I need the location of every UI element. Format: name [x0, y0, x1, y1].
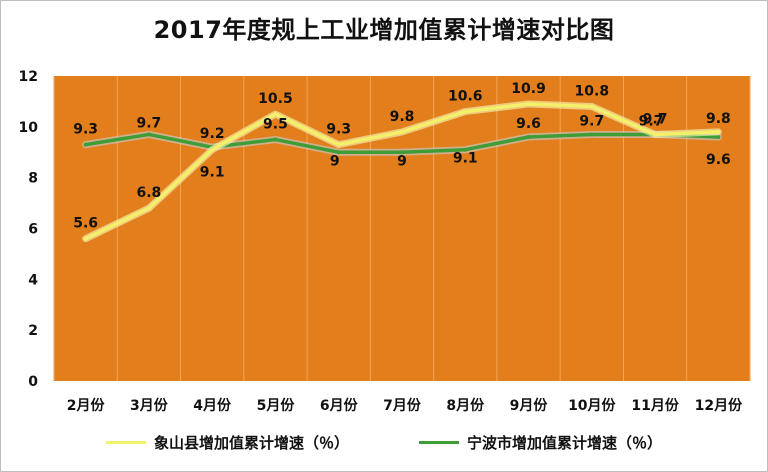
legend-label-ningbo: 宁波市增加值累计增速（％）: [467, 433, 663, 452]
data-label-ningbo: 9.6: [706, 152, 731, 168]
data-point: [526, 101, 531, 106]
legend-swatch-ningbo: [419, 440, 459, 444]
legend-label-xiangshan: 象山县增加值累计增速（％）: [153, 433, 349, 452]
data-label-xiangshan: 5.6: [73, 216, 98, 232]
data-point: [463, 109, 468, 114]
data-label-xiangshan: 10.8: [575, 84, 610, 100]
data-point: [716, 129, 721, 134]
x-tick-label: 9月份: [510, 397, 549, 414]
data-label-xiangshan: 10.5: [258, 91, 293, 107]
data-labels: 5.6 6.8 9.1 10.5 9.3 9.8 10.6 10.9 10.8 9.7 9.8 9.3…: [73, 81, 731, 232]
data-point: [400, 150, 404, 155]
data-label-xiangshan: 9.8: [706, 111, 731, 127]
data-label-xiangshan: 9.3: [326, 122, 351, 138]
legend: 象山县增加值累计增速（％） 宁波市增加值累计增速（％）: [0, 430, 768, 454]
data-label-ningbo: 9.7: [579, 113, 604, 129]
data-label-ningbo: 9.1: [453, 151, 478, 167]
data-label-xiangshan: 10.9: [511, 81, 546, 97]
data-point: [589, 104, 594, 109]
data-point: [336, 150, 341, 155]
y-tick-label: 6: [28, 222, 38, 238]
y-axis: 0 2 4 6 8 10 12: [19, 69, 39, 390]
data-point: [146, 206, 151, 211]
data-label-ningbo: 9.7: [137, 115, 162, 131]
data-label-ningbo: 9: [330, 153, 340, 169]
series-group: [82, 100, 722, 243]
data-point: [526, 135, 531, 139]
legend-item-ningbo: 宁波市增加值累计增速（％）: [419, 432, 662, 453]
x-tick-label: 6月份: [320, 397, 359, 414]
data-label-ningbo: 9.2: [200, 126, 225, 142]
y-tick-label: 0: [28, 374, 38, 390]
x-tick-label: 8月份: [446, 397, 485, 414]
y-tick-label: 10: [19, 120, 39, 136]
y-tick-label: 8: [28, 171, 38, 187]
data-label-ningbo: 9: [397, 153, 407, 169]
x-tick-label: 3月份: [130, 397, 169, 414]
x-tick-label: 11月份: [631, 397, 679, 414]
data-point: [273, 137, 278, 142]
y-tick-label: 12: [19, 69, 38, 85]
data-point: [589, 132, 594, 137]
data-label-xiangshan: 10.6: [448, 89, 483, 105]
legend-swatch-xiangshan: [105, 440, 146, 444]
data-label-ningbo: 9.3: [73, 122, 98, 138]
x-axis: 2月份 3月份 4月份 5月份 6月份 7月份 8月份 9月份 10月份 11月份 12月份: [67, 397, 743, 414]
grid-lines: [53, 76, 751, 381]
data-label-xiangshan: 9.7: [643, 111, 668, 127]
x-tick-label: 10月份: [568, 397, 616, 414]
x-tick-label: 2月份: [67, 397, 106, 414]
y-tick-label: 4: [28, 272, 38, 288]
data-label-ningbo: 9.5: [263, 117, 288, 133]
data-point: [716, 135, 721, 139]
y-tick-label: 2: [28, 323, 38, 339]
data-point: [336, 142, 341, 147]
x-tick-label: 5月份: [257, 397, 296, 414]
x-tick-label: 7月份: [383, 397, 422, 414]
data-label-xiangshan: 9.8: [390, 109, 415, 125]
data-label-ningbo: 9.7: [639, 113, 664, 129]
data-point: [273, 112, 278, 117]
data-point: [83, 142, 88, 147]
data-point: [653, 132, 658, 137]
data-point: [400, 129, 404, 134]
chart-title: 2017年度规上工业增加值累计增速对比图: [153, 16, 615, 44]
data-label-xiangshan: 6.8: [137, 185, 162, 201]
data-point: [463, 147, 468, 152]
x-tick-label: 12月份: [695, 397, 743, 414]
data-point: [210, 147, 215, 152]
data-point: [83, 236, 88, 241]
data-label-ningbo: 9.6: [516, 116, 541, 132]
data-label-xiangshan: 9.1: [200, 165, 225, 181]
legend-item-xiangshan: 象山县增加值累计增速（％）: [105, 432, 349, 453]
data-point: [146, 132, 151, 137]
x-tick-label: 4月份: [193, 397, 232, 414]
